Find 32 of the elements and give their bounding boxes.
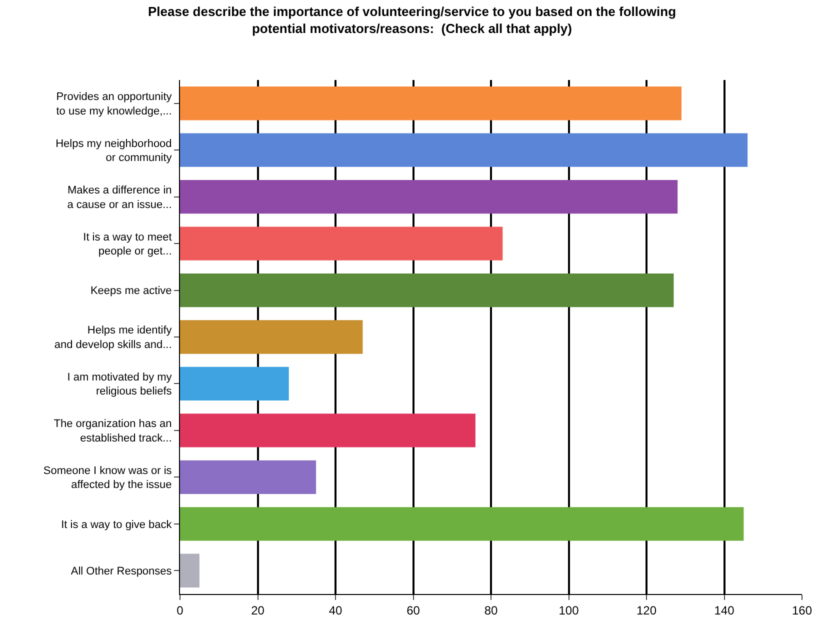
bar [180,226,503,260]
y-tick-label: It is a way to give back [61,518,172,531]
bar [180,180,678,214]
x-tick-label: 100 [558,603,580,618]
x-tick-label: 60 [406,603,420,618]
y-tick-label: Someone I know was or is affected by the issue [43,464,172,492]
chart-title: Please describe the importance of volunteering/service to you based on the following potential motivators/reasons: (Check all that apply) [148,4,676,36]
x-tick-label: 140 [714,603,735,618]
bar [180,133,748,167]
y-tick-label: The organization has an established track... [54,418,172,444]
y-tick-label: It is a way to meet people or get... [83,231,172,258]
x-tick-label: 160 [792,603,812,618]
y-tick-label: I am motivated by my religious beliefs [67,371,172,398]
y-tick-label: Helps my neighborhood or community [56,138,172,164]
x-tick-label: 0 [176,603,184,618]
bar [180,460,316,494]
bar [180,86,682,120]
bar [180,507,744,541]
y-tick-label: Makes a difference in a cause or an issue... [67,184,172,211]
x-tick-label: 80 [484,603,498,618]
x-tick-label: 120 [636,603,657,618]
bar [180,414,476,448]
bar [180,273,674,308]
bar [180,554,200,588]
y-tick-label: Keeps me active [90,285,172,298]
y-tick-label: Provides an opportunity to use my knowledge,... [56,91,172,118]
bar [180,320,363,354]
bar [180,366,289,401]
y-tick-label: All Other Responses [70,565,172,578]
x-tick-label: 40 [328,603,342,618]
x-tick-label: 20 [251,603,265,618]
y-tick-label: Helps me identify and develop skills and... [54,324,172,351]
